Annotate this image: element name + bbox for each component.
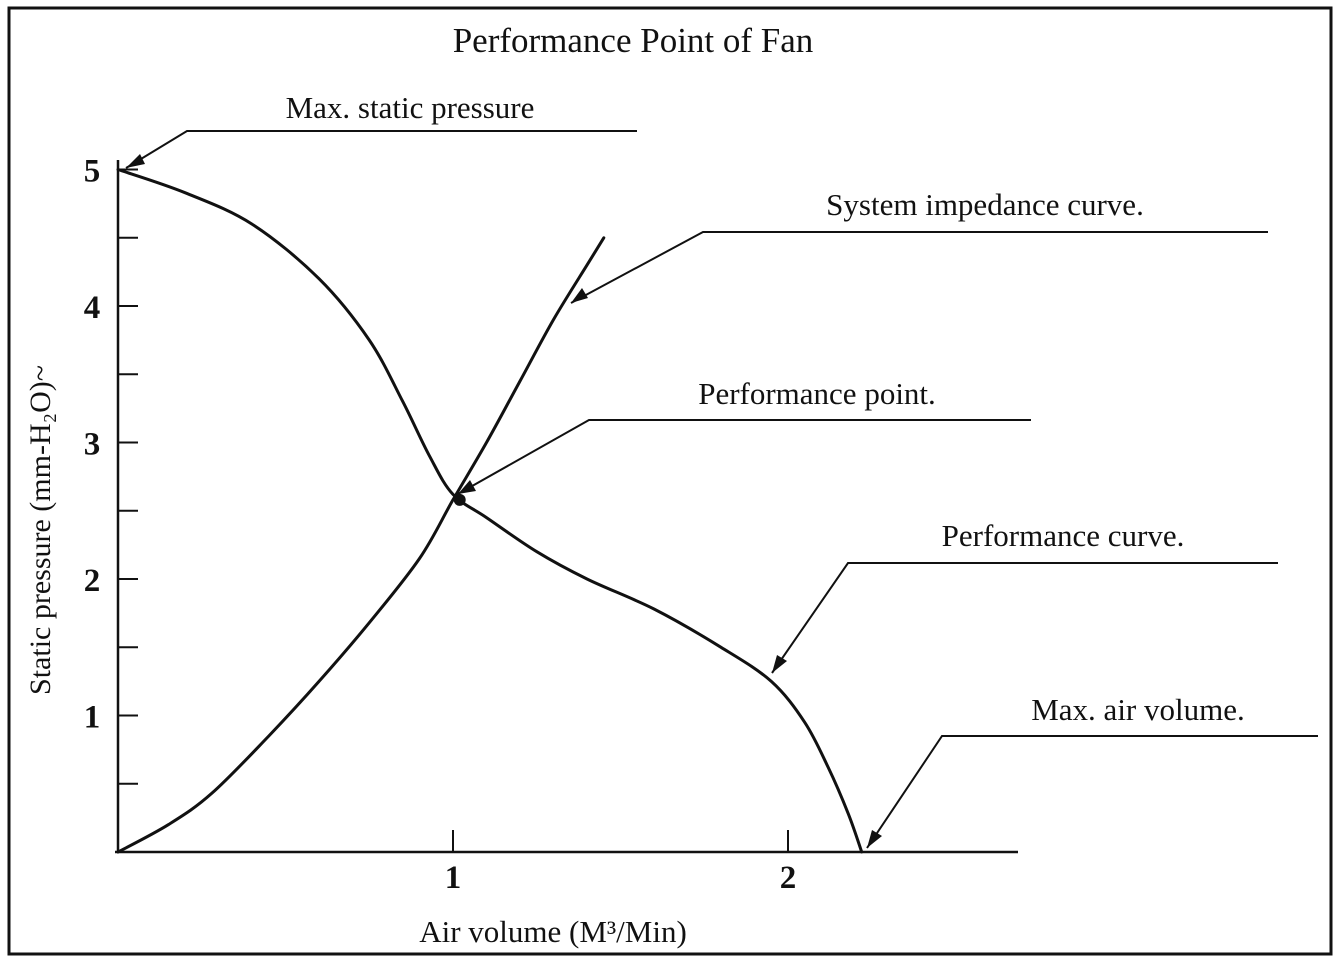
chart-border: [7, 6, 1333, 956]
annotation-label: Performance curve.: [942, 518, 1185, 553]
annotation-leader: [771, 562, 1278, 674]
arrow-icon: [126, 154, 145, 168]
annotation-system-impedance-curve: System impedance curve.: [570, 187, 1268, 304]
x-axis-label: Air volume (M³/Min): [419, 914, 687, 949]
performance-point-marker: [453, 493, 466, 506]
impedance-curve: [116, 236, 606, 854]
arrow-icon: [867, 830, 882, 848]
annotation-leader: [570, 231, 1268, 304]
annotation-leader: [125, 130, 637, 169]
annotation-leader: [866, 735, 1318, 849]
y-axis-label: Static pressure (mm-H₂O)~: [24, 365, 57, 695]
y-ticks: 1 2 3 4 5: [84, 154, 138, 785]
annotation-label: Max. static pressure: [286, 90, 535, 125]
arrow-icon: [458, 480, 476, 494]
annotation-performance-curve: Performance curve.: [771, 518, 1278, 674]
arrow-icon: [571, 288, 588, 303]
annotation-leader: [457, 419, 1031, 495]
performance-curve: [116, 168, 864, 854]
y-tick-label: 5: [84, 154, 101, 190]
y-tick-label: 2: [84, 563, 101, 599]
annotation-label: System impedance curve.: [826, 187, 1144, 222]
chart-title: Performance Point of Fan: [453, 21, 814, 60]
series-layer: [116, 168, 864, 854]
x-tick-label: 1: [445, 860, 462, 896]
annotation-label: Max. air volume.: [1031, 692, 1245, 727]
y-tick-label: 4: [84, 290, 101, 326]
annotation-label: Performance point.: [698, 376, 936, 411]
y-tick-label: 1: [84, 700, 101, 736]
x-tick-label: 2: [780, 860, 797, 896]
arrow-icon: [772, 655, 787, 673]
annotation-max-static-pressure: Max. static pressure: [125, 90, 637, 169]
annotation-max-air-volume: Max. air volume.: [866, 692, 1318, 849]
y-tick-label: 3: [84, 427, 101, 463]
annotation-performance-point: Performance point.: [457, 376, 1031, 495]
